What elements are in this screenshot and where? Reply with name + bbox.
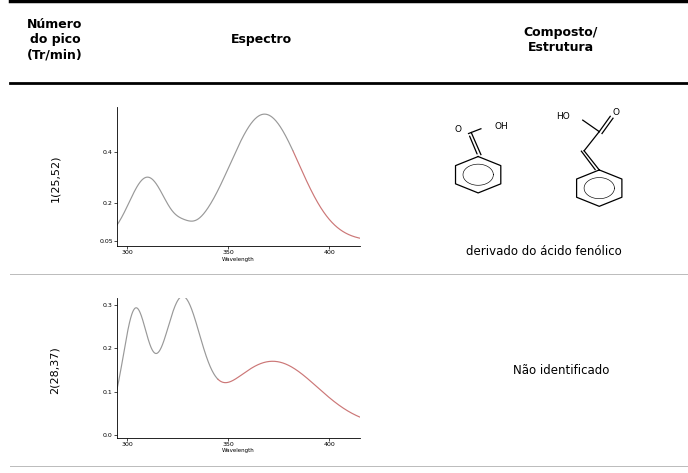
X-axis label: Wavelength: Wavelength: [222, 448, 255, 453]
Text: Número
do pico
(Tr/min): Número do pico (Tr/min): [27, 18, 83, 61]
Text: derivado do ácido fenólico: derivado do ácido fenólico: [466, 245, 622, 258]
X-axis label: Wavelength: Wavelength: [222, 256, 255, 262]
Text: HO: HO: [557, 112, 570, 121]
Text: OH: OH: [495, 123, 508, 131]
Text: Composto/
Estrutura: Composto/ Estrutura: [524, 26, 598, 54]
Text: O: O: [454, 125, 461, 134]
Text: 2(28,37): 2(28,37): [50, 346, 60, 394]
Text: O: O: [612, 108, 619, 117]
Text: Não identificado: Não identificado: [513, 364, 609, 377]
Text: Espectro: Espectro: [231, 33, 292, 46]
Text: 1(25,52): 1(25,52): [50, 155, 60, 202]
